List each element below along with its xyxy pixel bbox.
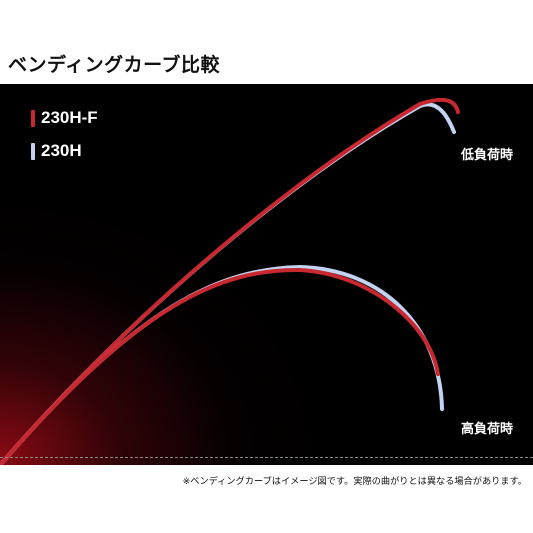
high-load-label: 高負荷時: [461, 422, 514, 437]
curve-230h-f-high-load: [0, 267, 440, 465]
low-load-label: 低負荷時: [461, 148, 514, 163]
curve-diagram-panel: 230H-F 230H 低負荷時 高負荷時: [0, 84, 533, 465]
page-title: ベンディングカーブ比較: [8, 54, 221, 76]
bending-curves: [0, 97, 460, 465]
legend-swatch-red: [31, 109, 35, 127]
curve-230h-high-load: [0, 264, 444, 465]
legend-swatch-blue: [31, 142, 35, 160]
footnote-text: ※ベンディングカーブはイメージ図です。実際の曲がりとは異なる場合があります。: [182, 476, 527, 487]
legend-label-230h-f: 230H-F: [41, 108, 98, 127]
legend-label-230h: 230H: [41, 141, 82, 160]
red-glow-background: [0, 84, 533, 465]
legend-item-230h: 230H: [31, 141, 82, 161]
legend-item-230h-f: 230H-F: [31, 108, 98, 128]
baseline-dashed: [0, 457, 533, 458]
